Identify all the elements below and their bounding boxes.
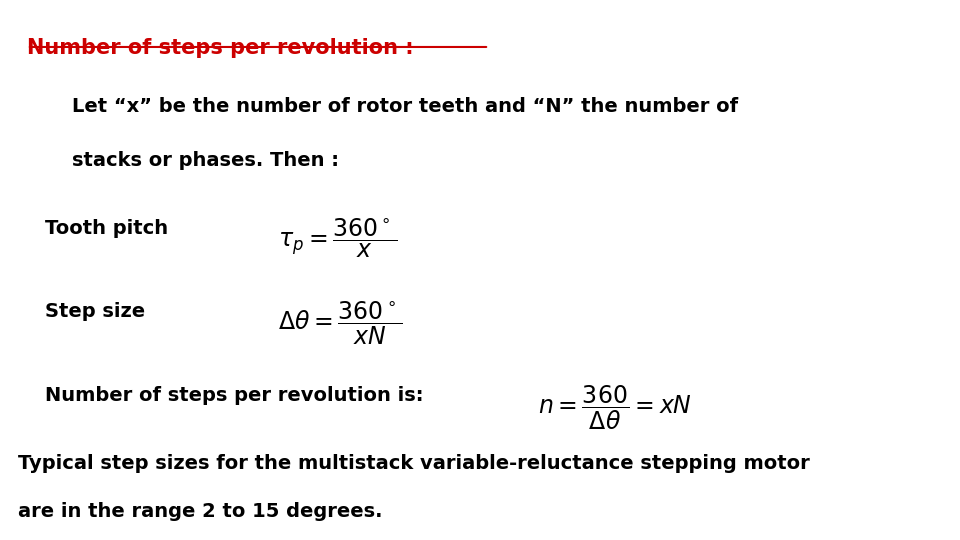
Text: $n = \dfrac{360}{\Delta\theta} = xN$: $n = \dfrac{360}{\Delta\theta} = xN$	[539, 383, 692, 432]
Text: Typical step sizes for the multistack variable-reluctance stepping motor: Typical step sizes for the multistack va…	[18, 454, 809, 472]
Text: $\Delta\theta = \dfrac{360^\circ}{xN}$: $\Delta\theta = \dfrac{360^\circ}{xN}$	[278, 300, 402, 347]
Text: $\tau_p = \dfrac{360^\circ}{x}$: $\tau_p = \dfrac{360^\circ}{x}$	[278, 216, 397, 260]
Text: Let “x” be the number of rotor teeth and “N” the number of: Let “x” be the number of rotor teeth and…	[72, 97, 738, 116]
Text: stacks or phases. Then :: stacks or phases. Then :	[72, 151, 339, 170]
Text: Number of steps per revolution is:: Number of steps per revolution is:	[45, 386, 423, 405]
Text: Step size: Step size	[45, 302, 145, 321]
Text: are in the range 2 to 15 degrees.: are in the range 2 to 15 degrees.	[18, 502, 382, 521]
Text: Tooth pitch: Tooth pitch	[45, 219, 168, 238]
Text: Number of steps per revolution :: Number of steps per revolution :	[27, 38, 414, 58]
